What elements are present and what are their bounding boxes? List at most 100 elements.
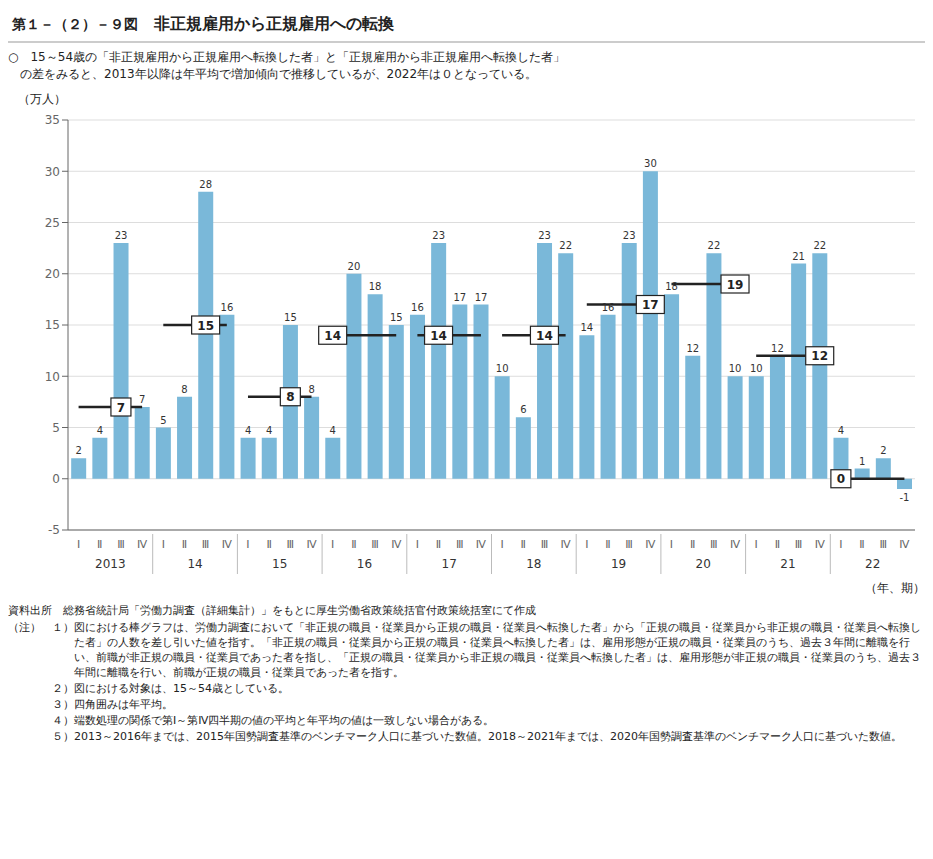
svg-text:20: 20 [696,557,711,571]
svg-text:Ⅰ: Ⅰ [585,538,588,551]
svg-text:Ⅲ: Ⅲ [879,538,887,551]
svg-text:30: 30 [644,158,657,169]
svg-text:20: 20 [45,267,60,281]
svg-text:25: 25 [45,216,60,230]
svg-text:22: 22 [559,240,572,251]
svg-text:21: 21 [792,251,805,262]
svg-text:5: 5 [160,415,166,426]
svg-text:23: 23 [623,230,636,241]
svg-text:Ⅱ: Ⅱ [859,538,864,551]
svg-text:4: 4 [330,425,336,436]
svg-text:19: 19 [611,557,626,571]
svg-text:Ⅲ: Ⅲ [202,538,210,551]
svg-text:30: 30 [45,165,60,179]
svg-text:Ⅱ: Ⅱ [266,538,271,551]
svg-text:23: 23 [432,230,445,241]
svg-text:-1: -1 [900,492,910,503]
svg-text:28: 28 [199,179,212,190]
svg-text:Ⅲ: Ⅲ [625,538,633,551]
svg-text:Ⅳ: Ⅳ [222,538,233,551]
svg-text:Ⅰ: Ⅰ [331,538,334,551]
svg-text:Ⅳ: Ⅳ [306,538,317,551]
svg-text:Ⅰ: Ⅰ [416,538,419,551]
svg-text:15: 15 [197,319,214,333]
svg-text:4: 4 [266,425,272,436]
svg-text:Ⅰ: Ⅰ [500,538,503,551]
svg-text:22: 22 [708,240,721,251]
svg-text:0: 0 [52,472,60,486]
svg-text:18: 18 [526,557,541,571]
svg-text:1: 1 [859,456,865,467]
svg-text:Ⅳ: Ⅳ [137,538,148,551]
svg-text:16: 16 [221,302,234,313]
svg-text:16: 16 [602,302,615,313]
svg-text:Ⅱ: Ⅱ [182,538,187,551]
svg-text:19: 19 [727,278,744,292]
svg-text:Ⅳ: Ⅳ [561,538,572,551]
svg-text:Ⅰ: Ⅰ [670,538,673,551]
svg-text:14: 14 [324,329,341,343]
svg-text:Ⅰ: Ⅰ [77,538,80,551]
svg-text:Ⅲ: Ⅲ [456,538,464,551]
svg-text:8: 8 [286,390,294,404]
svg-text:4: 4 [838,425,844,436]
svg-text:10: 10 [496,363,509,374]
svg-text:14: 14 [581,322,594,333]
svg-text:10: 10 [729,363,742,374]
svg-text:23: 23 [538,230,551,241]
svg-text:Ⅰ: Ⅰ [839,538,842,551]
svg-text:16: 16 [357,557,372,571]
svg-text:Ⅳ: Ⅳ [899,538,910,551]
svg-text:0: 0 [837,472,845,486]
svg-text:2013: 2013 [95,557,126,571]
svg-text:17: 17 [453,292,466,303]
svg-text:35: 35 [45,113,60,127]
svg-text:22: 22 [865,557,880,571]
svg-text:17: 17 [642,298,659,312]
svg-text:Ⅰ: Ⅰ [755,538,758,551]
svg-text:7: 7 [117,401,125,415]
svg-text:Ⅳ: Ⅳ [645,538,656,551]
svg-text:Ⅱ: Ⅱ [436,538,441,551]
svg-text:2: 2 [880,445,886,456]
svg-text:Ⅱ: Ⅱ [97,538,102,551]
svg-text:21: 21 [780,557,795,571]
svg-text:5: 5 [52,421,60,435]
svg-text:Ⅲ: Ⅲ [795,538,803,551]
svg-text:Ⅱ: Ⅱ [521,538,526,551]
svg-text:15: 15 [390,312,403,323]
svg-text:15: 15 [272,557,287,571]
svg-text:Ⅲ: Ⅲ [541,538,549,551]
svg-text:-5: -5 [48,523,60,537]
svg-text:2: 2 [75,445,81,456]
svg-text:4: 4 [97,425,103,436]
svg-text:Ⅲ: Ⅲ [117,538,125,551]
svg-text:4: 4 [245,425,251,436]
svg-text:Ⅲ: Ⅲ [287,538,295,551]
svg-text:10: 10 [750,363,763,374]
svg-text:7: 7 [139,394,145,405]
svg-text:12: 12 [811,349,828,363]
svg-text:Ⅳ: Ⅳ [815,538,826,551]
svg-text:18: 18 [665,281,678,292]
svg-text:14: 14 [187,557,202,571]
svg-text:17: 17 [442,557,457,571]
svg-text:Ⅱ: Ⅱ [690,538,695,551]
svg-text:Ⅰ: Ⅰ [162,538,165,551]
svg-text:17: 17 [475,292,488,303]
svg-text:Ⅱ: Ⅱ [351,538,356,551]
svg-text:Ⅳ: Ⅳ [476,538,487,551]
svg-text:8: 8 [308,384,314,395]
svg-text:22: 22 [813,240,826,251]
svg-text:Ⅱ: Ⅱ [775,538,780,551]
svg-text:Ⅳ: Ⅳ [730,538,741,551]
svg-text:15: 15 [45,318,60,332]
svg-text:Ⅱ: Ⅱ [605,538,610,551]
svg-text:8: 8 [181,384,187,395]
svg-text:12: 12 [686,343,699,354]
svg-text:10: 10 [45,370,60,384]
svg-text:14: 14 [430,329,447,343]
svg-text:12: 12 [771,343,784,354]
svg-text:18: 18 [369,281,382,292]
svg-text:Ⅰ: Ⅰ [246,538,249,551]
